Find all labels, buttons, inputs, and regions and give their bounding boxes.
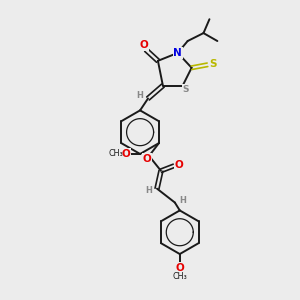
Text: H: H — [146, 186, 152, 195]
Text: N: N — [173, 48, 182, 58]
Text: O: O — [174, 160, 183, 170]
Text: CH₃: CH₃ — [172, 272, 187, 281]
Text: H: H — [179, 196, 186, 205]
Text: O: O — [143, 154, 152, 164]
Text: CH₃: CH₃ — [109, 149, 124, 158]
Text: H: H — [137, 91, 143, 100]
Text: O: O — [176, 263, 184, 273]
Text: S: S — [182, 85, 189, 94]
Text: S: S — [210, 59, 217, 69]
Text: O: O — [140, 40, 148, 50]
Text: O: O — [122, 149, 130, 159]
